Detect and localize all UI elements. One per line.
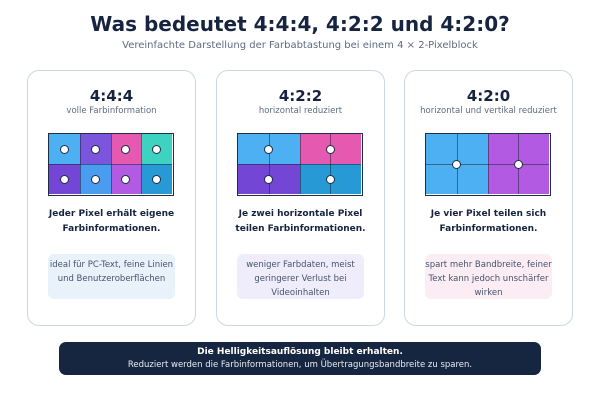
sample-dot <box>264 174 274 184</box>
card-description: Jeder Pixel erhält eigene Farbinformatio… <box>48 209 175 234</box>
sample-dot <box>121 174 131 184</box>
card-description: Je vier Pixel teilen sich Farbinformatio… <box>430 209 547 234</box>
sample-dot <box>325 174 335 184</box>
card-note: weniger Farbdaten, meist geringerer Verl… <box>237 254 364 299</box>
pixel-divider <box>49 164 172 165</box>
footer-text: Reduziert werden die Farbinformationen, … <box>127 360 473 370</box>
card-subtitle: horizontal und vertikal reduziert <box>420 106 557 116</box>
footer-title: Die Helligkeitsauflösung bleibt erhalten… <box>197 347 403 357</box>
pixel-divider <box>238 164 361 165</box>
sample-dot <box>452 159 462 169</box>
card-subtitle: volle Farbinformation <box>66 106 157 116</box>
sampling-grid-444 <box>48 133 174 196</box>
sample-dot <box>90 174 100 184</box>
card-title: 4:2:2 <box>278 87 323 105</box>
sample-dot <box>513 159 523 169</box>
sample-dot <box>325 144 335 154</box>
sample-dot <box>90 144 100 154</box>
page-title: Was bedeutet 4:4:4, 4:2:2 und 4:2:0? <box>90 12 510 36</box>
sample-dot <box>152 174 162 184</box>
card-title: 4:4:4 <box>89 87 134 105</box>
footer-banner: Die Helligkeitsauflösung bleibt erhalten… <box>59 342 541 375</box>
card-422: 4:2:2 horizontal reduziert Je zwei horiz… <box>216 70 385 326</box>
page-subtitle: Vereinfachte Darstellung der Farbabtastu… <box>122 40 478 51</box>
sample-dot <box>59 174 69 184</box>
card-title: 4:2:0 <box>466 87 511 105</box>
sampling-grid-420 <box>425 133 551 196</box>
sample-dot <box>59 144 69 154</box>
card-subtitle: horizontal reduziert <box>258 106 343 116</box>
card-note: ideal für PC-Text, feine Linien und Benu… <box>48 254 175 299</box>
sample-dot <box>152 144 162 154</box>
card-444: 4:4:4 volle Farbinformation Jeder Pixel … <box>27 70 196 326</box>
pixel-divider <box>426 164 549 165</box>
sample-dot <box>264 144 274 154</box>
card-description: Je zwei horizontale Pixel teilen Farbinf… <box>235 209 366 234</box>
card-420: 4:2:0 horizontal und vertikal reduziert … <box>404 70 573 326</box>
sample-dot <box>121 144 131 154</box>
card-note: spart mehr Bandbreite, feiner Text kann … <box>425 254 552 299</box>
sampling-grid-422 <box>237 133 363 196</box>
